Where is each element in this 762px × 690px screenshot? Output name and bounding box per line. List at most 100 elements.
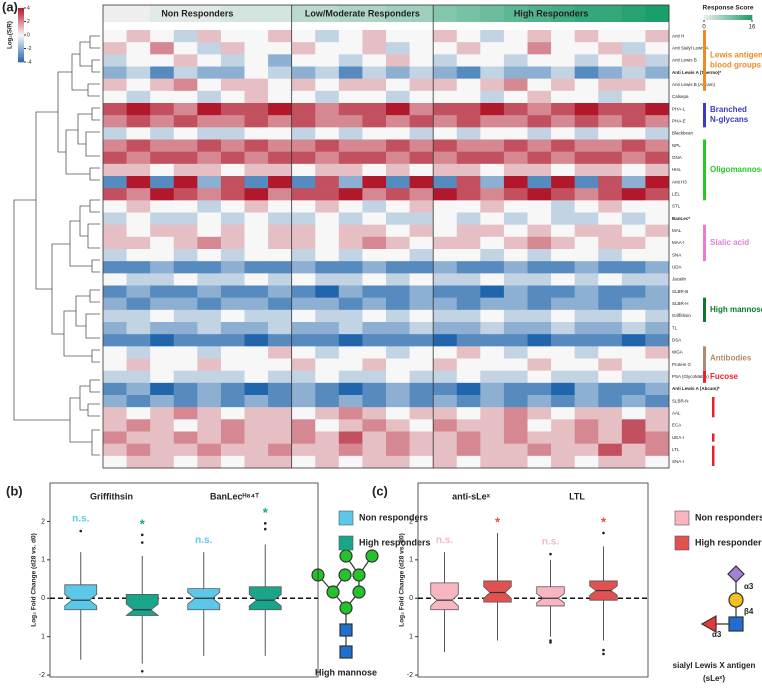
heat-cell — [173, 309, 198, 323]
row-label: SNA-I — [672, 459, 684, 464]
response-cell — [126, 5, 151, 22]
heat-cell — [574, 42, 599, 55]
legend-swatch — [338, 510, 354, 526]
fucose-bar — [712, 445, 715, 466]
heat-cell — [645, 127, 670, 140]
heat-cell — [645, 249, 670, 262]
heat-cell — [527, 224, 552, 238]
heat-cell — [315, 419, 340, 432]
heat-cell — [574, 370, 599, 384]
heat-cell — [480, 395, 505, 408]
heat-cell — [315, 395, 340, 408]
heat-cell — [103, 431, 127, 444]
heat-cell — [621, 103, 646, 116]
heat-cell — [527, 127, 552, 140]
heat-cell — [291, 431, 316, 444]
heat-cell — [291, 273, 316, 286]
heat-cell — [197, 188, 222, 201]
response-step — [728, 15, 731, 20]
panel-label: (c) — [372, 483, 388, 498]
heat-cell — [268, 309, 292, 323]
heat-cell — [409, 322, 434, 335]
heat-cell — [409, 334, 434, 347]
group-label: Low/Moderate Responders — [305, 8, 420, 18]
heat-cell — [220, 30, 245, 43]
heat-cell — [386, 103, 410, 116]
group-bar — [703, 103, 706, 128]
heat-cell — [103, 285, 127, 298]
heat-cell — [197, 236, 222, 250]
heat-cell — [173, 382, 198, 396]
heat-cell — [621, 90, 646, 104]
heat-cell — [126, 322, 151, 335]
heat-cell — [197, 395, 222, 408]
heat-cell — [244, 358, 269, 371]
heat-cell — [103, 249, 127, 262]
heat-cell — [173, 395, 198, 408]
heat-cell — [409, 249, 434, 262]
colorbar-step — [18, 45, 24, 48]
heat-cell — [598, 90, 623, 104]
heat-cell — [503, 273, 528, 286]
heat-cell — [173, 249, 198, 262]
row-label: LTL — [672, 447, 680, 452]
heat-cell — [315, 455, 340, 469]
response-tick-label: 0 — [702, 25, 706, 31]
heat-cell — [338, 261, 363, 274]
group-bar — [703, 30, 706, 91]
response-cell — [173, 5, 198, 22]
response-cell — [197, 5, 222, 22]
heat-cell — [244, 176, 269, 189]
heat-cell — [173, 285, 198, 298]
heat-cell — [386, 249, 410, 262]
heat-cell — [551, 139, 575, 152]
heat-cell — [150, 395, 175, 408]
heat-cell — [220, 419, 245, 432]
heat-cell — [338, 151, 363, 165]
heat-cell — [598, 395, 623, 408]
heat-cell — [456, 285, 481, 298]
heat-cell — [456, 334, 481, 347]
heat-cell — [197, 42, 222, 55]
heat-cell — [527, 163, 552, 177]
heat-cell — [103, 346, 127, 359]
heat-cell — [315, 236, 340, 250]
heat-cell — [503, 163, 528, 177]
legend-label: High responders — [695, 537, 762, 547]
slex-glycan — [700, 565, 745, 634]
heat-cell — [409, 54, 434, 67]
heat-cell — [527, 42, 552, 55]
heat-cell — [598, 334, 623, 347]
heat-cell — [338, 407, 363, 420]
colorbar-step — [18, 52, 24, 55]
plot-frame — [49, 482, 319, 678]
group-bar — [703, 346, 706, 371]
heat-cell — [126, 139, 151, 152]
heat-cell — [103, 54, 127, 67]
heat-cell — [220, 200, 245, 213]
heat-cell — [173, 212, 198, 225]
heat-cell — [456, 407, 481, 420]
legend-label: High responders — [359, 537, 431, 547]
heat-cell — [173, 297, 198, 311]
group-name: Antibodies — [710, 354, 752, 363]
colorbar-step — [18, 10, 24, 13]
heat-cell — [150, 78, 175, 92]
heat-cell — [480, 30, 505, 43]
heat-cell — [126, 236, 151, 250]
heat-cell — [386, 346, 410, 359]
heat-cell — [574, 273, 599, 286]
heat-cell — [574, 236, 599, 250]
heat-cell — [362, 370, 387, 384]
heat-cell — [433, 249, 458, 262]
heat-cell — [315, 54, 340, 67]
row-label: Calsepa — [672, 94, 689, 99]
heat-cell — [291, 346, 316, 359]
group-name: Oligomannose — [710, 165, 762, 174]
heat-cell — [621, 163, 646, 177]
row-label: MAL — [672, 228, 682, 233]
heat-cell — [409, 127, 434, 140]
heat-cell — [338, 358, 363, 371]
heat-cell — [220, 334, 245, 347]
heat-cell — [103, 358, 127, 371]
